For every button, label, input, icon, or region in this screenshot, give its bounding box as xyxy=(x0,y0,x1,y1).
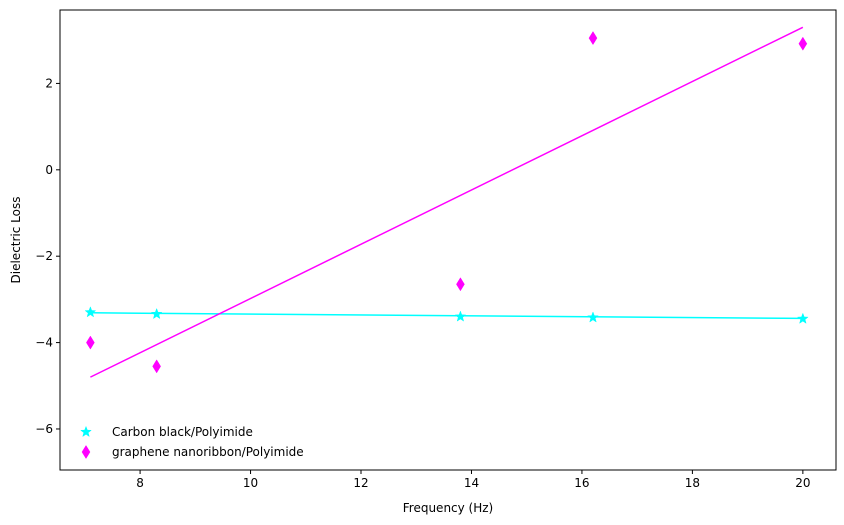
data-point-series-1 xyxy=(86,335,95,350)
fit-lines xyxy=(90,26,804,378)
data-markers xyxy=(84,31,809,374)
data-point-series-1 xyxy=(456,277,465,292)
data-point-series-0 xyxy=(84,306,97,318)
axes-frame xyxy=(59,9,837,471)
data-point-series-0 xyxy=(796,312,809,324)
y-tick-label: −4 xyxy=(35,336,53,350)
x-tick-label: 12 xyxy=(353,476,368,490)
x-tick-label: 8 xyxy=(136,476,144,490)
legend-item-graphene-nanoribbon: graphene nanoribbon/Polyimide xyxy=(81,445,304,459)
data-point-series-1 xyxy=(152,359,161,374)
legend-marker xyxy=(81,445,91,459)
x-axis-label: Frequency (Hz) xyxy=(403,501,494,515)
y-axis-label: Dielectric Loss xyxy=(9,197,23,284)
x-tick-label: 18 xyxy=(685,476,700,490)
x-tick-label: 10 xyxy=(243,476,258,490)
legend: Carbon black/Polyimide graphene nanoribb… xyxy=(80,425,304,459)
x-tick-label: 14 xyxy=(464,476,479,490)
y-tick-label: −6 xyxy=(35,422,53,436)
x-axis-ticks: 8 10 12 14 16 18 20 xyxy=(136,470,811,490)
data-point-series-1 xyxy=(798,36,808,51)
legend-label: graphene nanoribbon/Polyimide xyxy=(112,445,304,459)
y-axis-ticks: −6 −4 −2 0 2 xyxy=(35,76,60,436)
legend-marker xyxy=(80,425,92,438)
data-point-series-0 xyxy=(454,310,467,322)
legend-item-carbon-black: Carbon black/Polyimide xyxy=(80,425,253,439)
fit-line-series-1 xyxy=(90,26,804,378)
y-tick-label: 0 xyxy=(45,163,53,177)
y-tick-label: −2 xyxy=(35,249,53,263)
fit-line-series-0 xyxy=(90,312,803,320)
x-tick-label: 16 xyxy=(574,476,589,490)
data-point-series-1 xyxy=(588,31,598,46)
x-tick-label: 20 xyxy=(795,476,810,490)
y-tick-label: 2 xyxy=(45,76,53,90)
legend-label: Carbon black/Polyimide xyxy=(112,425,253,439)
data-point-series-0 xyxy=(150,307,163,320)
data-point-series-0 xyxy=(587,311,599,323)
